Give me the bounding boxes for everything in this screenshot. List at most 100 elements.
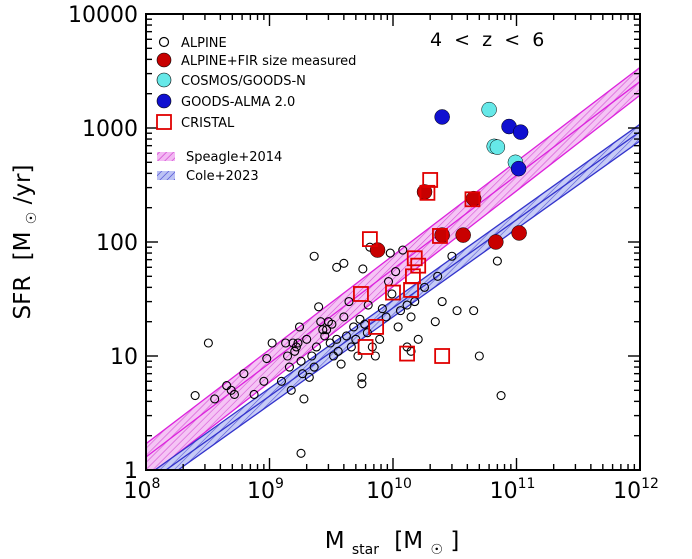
point-alpine: [332, 334, 342, 344]
point-cristal: [353, 286, 369, 302]
point-alpine: [395, 306, 406, 316]
x-tick-label: 108: [124, 476, 161, 504]
legend-label-speagle: Speagle+2014: [186, 150, 282, 165]
legend-marker-cristal: [156, 114, 172, 130]
point-alpine: [259, 376, 269, 386]
point-alpine: [294, 322, 305, 332]
legend-label-alpine: ALPINE: [181, 36, 227, 51]
point-alpine: [447, 251, 457, 261]
relation-bands: [146, 66, 640, 470]
point-cristal: [410, 257, 427, 274]
point-alpine: [333, 346, 343, 356]
point-alpine: [222, 381, 232, 391]
legend-marker-cosmos-goods-n: [156, 72, 172, 88]
legend-label-alpine-fir: ALPINE+FIR size measured: [181, 54, 356, 69]
legend-label-cole: Cole+2023: [186, 169, 259, 184]
x-tick-label-exp: 9: [275, 476, 284, 492]
point-alpine: [210, 394, 220, 404]
point-alpine: [362, 328, 372, 338]
point-alpine: [284, 362, 294, 372]
x-tick-label: 1011: [490, 476, 536, 504]
svg-text:SFR [M ☉ /yr: SFR [M ☉ /yr]: [10, 165, 42, 320]
x-axis-title-unit-open: [M: [394, 528, 423, 554]
point-alpine: [433, 271, 443, 281]
y-axis-title-unit-open: [M: [10, 232, 36, 261]
x-tick-label-exp: 11: [518, 476, 536, 492]
y-axis-title-main: SFR: [10, 276, 36, 320]
x-tick-label-base: 10: [124, 479, 152, 504]
point-goods-alma-2-0: [434, 109, 450, 125]
point-alpine: [385, 248, 395, 258]
point-alpine: [452, 306, 462, 316]
legend-swatch-speagle: [157, 152, 175, 161]
point-alpine: [358, 264, 368, 274]
point-alpine: [296, 448, 306, 458]
point-alpine: [293, 338, 303, 348]
x-axis-title-unit-close: ]: [450, 528, 459, 554]
band-center-speagle-2014: [146, 80, 640, 458]
point-alpine: [336, 359, 346, 369]
point-alpine: [469, 306, 479, 316]
x-axis-title-main: M: [325, 528, 345, 554]
point-alpine: [229, 389, 239, 399]
sun-symbol: ☉: [24, 212, 40, 225]
point-alpine: [341, 331, 352, 341]
point-alpine: [297, 369, 308, 379]
x-tick-label: 109: [247, 476, 284, 504]
x-tick-label-exp: 10: [394, 476, 412, 492]
legend-marker-alpine: [158, 36, 170, 48]
point-alpine: [307, 351, 317, 361]
legend-marker-goods-alma: [156, 93, 172, 109]
y-axis-title: SFR [M ☉ /yr]: [10, 165, 42, 320]
x-tick-label: 1012: [613, 476, 659, 504]
point-alpine: [304, 372, 314, 382]
point-alpine: [332, 262, 342, 272]
point-alpine: [318, 325, 328, 335]
point-cristal: [422, 172, 439, 188]
point-alpine: [276, 376, 287, 386]
point-alpine: [402, 300, 412, 310]
x-tick-label-base: 10: [366, 479, 394, 504]
point-cristal: [403, 282, 419, 298]
point-alpine: [346, 342, 356, 352]
point-alpine: [339, 312, 349, 322]
y-axis-title-unit-close: /yr]: [10, 165, 36, 205]
point-alpine-fir-size-measured: [455, 227, 471, 243]
x-tick-label-base: 10: [613, 479, 641, 504]
point-alpine: [267, 338, 277, 348]
sun-symbol: ☉: [430, 542, 443, 558]
y-tick-label: 1000: [82, 117, 138, 142]
point-alpine: [314, 302, 324, 312]
point-alpine: [419, 282, 430, 292]
x-tick-label: 1010: [366, 476, 412, 504]
point-cosmos-goods-n: [481, 101, 497, 118]
point-alpine: [203, 338, 213, 348]
point-alpine: [339, 258, 349, 268]
point-alpine: [381, 312, 391, 322]
point-alpine: [327, 319, 337, 329]
x-tick-label-exp: 8: [152, 476, 161, 492]
point-alpine: [190, 390, 200, 401]
point-cristal: [399, 345, 415, 362]
point-goods-alma-2-0: [512, 124, 529, 140]
point-alpine: [296, 356, 306, 366]
y-tick-label: 10: [110, 345, 138, 370]
y-tick-label: 10000: [68, 3, 138, 28]
point-cristal: [357, 339, 374, 355]
point-alpine: [262, 353, 272, 364]
point-alpine: [437, 297, 447, 307]
point-alpine: [357, 372, 367, 382]
point-alpine: [286, 385, 296, 395]
point-alpine: [377, 304, 387, 314]
point-alpine: [328, 351, 339, 361]
point-alpine-fir-size-measured: [511, 225, 527, 241]
point-alpine: [355, 314, 365, 324]
point-alpine-fir-size-measured: [488, 234, 504, 250]
y-tick-label: 1: [124, 459, 138, 484]
point-alpine: [349, 322, 359, 332]
point-alpine: [344, 297, 354, 307]
point-alpine: [492, 256, 502, 266]
point-cristal: [368, 318, 385, 335]
point-alpine: [357, 379, 367, 389]
